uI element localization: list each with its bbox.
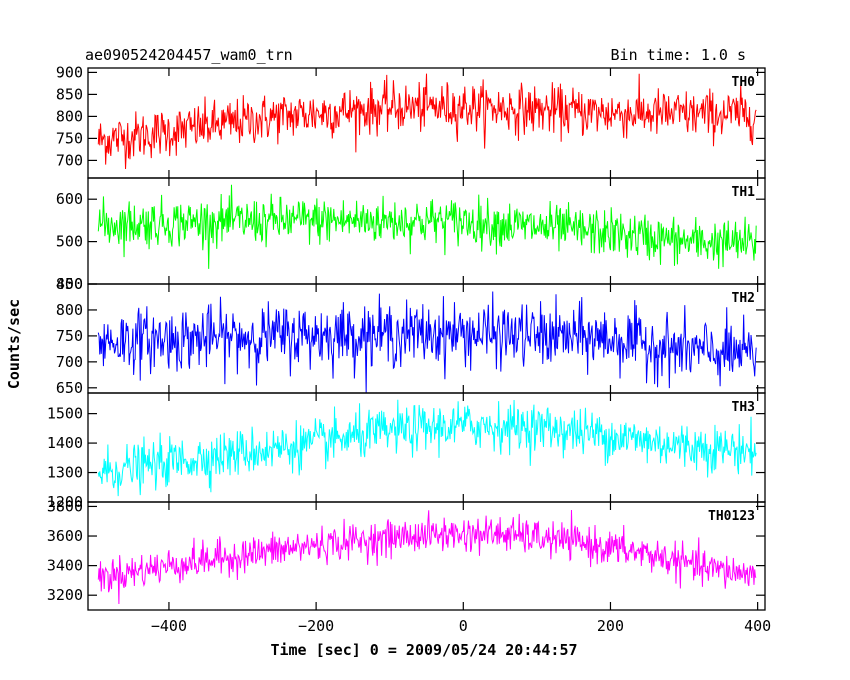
x-axis-label: Time [sec] 0 = 2009/05/24 20:44:57 <box>270 641 577 659</box>
x-tick-label: 200 <box>597 617 624 635</box>
chart-title: ae090524204457_wam0_trn <box>85 46 293 64</box>
panel-label-th1: TH1 <box>732 185 756 200</box>
y-tick-label: 850 <box>56 85 83 103</box>
y-axis-label: Counts/sec <box>5 299 23 389</box>
panel-frame-th0123 <box>87 501 766 611</box>
y-tick-label: 500 <box>56 233 83 251</box>
y-tick-label: 700 <box>56 151 83 169</box>
series-line-th2 <box>97 291 757 393</box>
x-tick-label: 400 <box>744 617 771 635</box>
series-line-th3 <box>97 399 757 497</box>
y-tick-label: 3800 <box>47 497 83 515</box>
y-tick-label: 3600 <box>47 527 83 545</box>
y-tick-label: 700 <box>56 353 83 371</box>
y-tick-label: 750 <box>56 129 83 147</box>
panels-group: 700 750 800 850 900 TH0 400 500 600 TH1 650 700 750 8… <box>47 63 771 635</box>
y-tick-label: 3200 <box>47 586 83 604</box>
panel-label-th3: TH3 <box>732 400 755 415</box>
y-tick-label: 3400 <box>47 557 83 575</box>
panel-label-th0: TH0 <box>732 75 756 90</box>
y-tick-label: 850 <box>56 275 83 293</box>
x-tick-label: 0 <box>459 617 468 635</box>
series-line-th1 <box>97 184 757 269</box>
bin-time-label: Bin time: 1.0 s <box>611 46 746 64</box>
y-tick-label: 1500 <box>47 405 83 423</box>
y-tick-label: 400 <box>56 275 83 293</box>
x-tick-label: −400 <box>151 617 187 635</box>
y-tick-label: 800 <box>56 301 83 319</box>
y-tick-label: 750 <box>56 327 83 345</box>
y-tick-label: 1400 <box>47 434 83 452</box>
panel-label-th0123: TH0123 <box>708 509 755 524</box>
x-tick-label: −200 <box>298 617 334 635</box>
y-tick-label: 800 <box>56 107 83 125</box>
series-line-th0 <box>97 73 757 169</box>
y-tick-label: 650 <box>56 379 83 397</box>
y-tick-label: 1200 <box>47 493 83 511</box>
y-tick-label: 1300 <box>47 464 83 482</box>
series-line-th0123 <box>97 510 757 605</box>
y-tick-label: 600 <box>56 190 83 208</box>
panel-label-th2: TH2 <box>732 291 755 306</box>
y-tick-label: 900 <box>56 63 83 81</box>
